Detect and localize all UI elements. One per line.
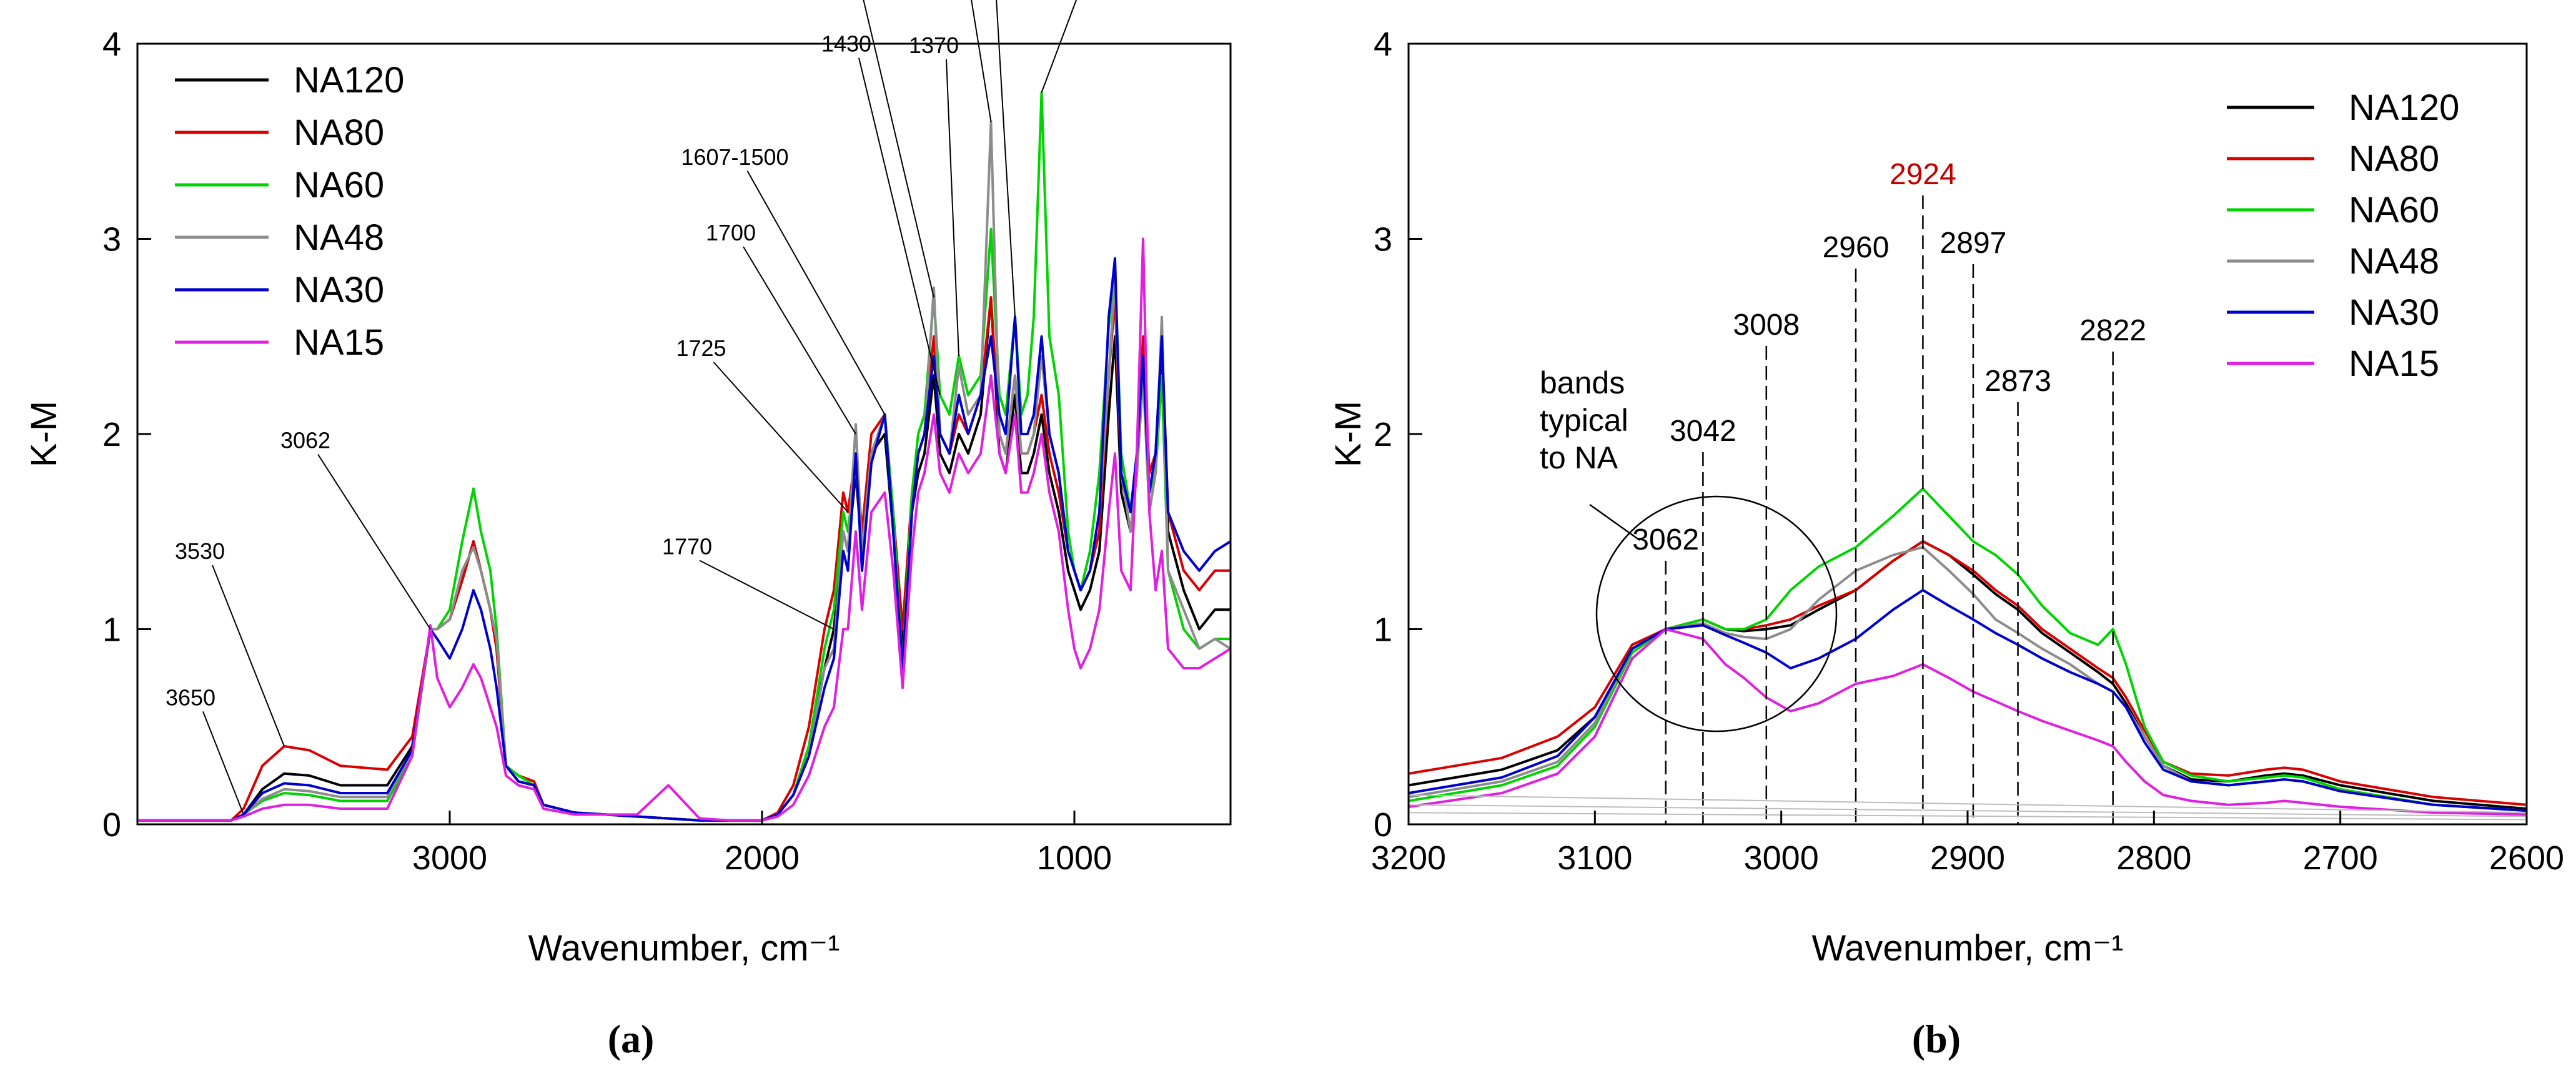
- panel-a-y-ticks: 0 1 2 3 4: [102, 26, 151, 844]
- panel-b-legend: NA120 NA80 NA60 NA48 NA30 NA15: [2227, 87, 2459, 384]
- panel-b-x-tick-label: 3100: [1557, 839, 1632, 877]
- panel-a-annotation-label: 3530: [175, 538, 225, 564]
- panel-b-x-tick-label: 2600: [2489, 839, 2564, 877]
- panel-b-legend-label-na15: NA15: [2349, 343, 2439, 384]
- panel-a-legend: NA120 NA80 NA60 NA48 NA30 NA15: [175, 60, 404, 363]
- panel-a-x-tick-label: 1000: [1037, 839, 1112, 877]
- panel-a-annotation-leader: [699, 560, 835, 630]
- panel-b-series-na80: [1408, 540, 2527, 806]
- panel-b-annotation-label-2822: 2822: [2079, 314, 2146, 347]
- panel-a-annotation-leader: [743, 246, 856, 435]
- panel-a-annotation-leader: [202, 711, 244, 815]
- panel-a-legend-label-na80: NA80: [294, 112, 384, 153]
- panel-a-annotation-leader: [212, 565, 285, 747]
- panel-a-legend-label-na48: NA48: [294, 217, 384, 258]
- panel-b-legend-label-na30: NA30: [2349, 292, 2439, 333]
- panel-b-series-na120: [1408, 540, 2527, 810]
- panel-a-annotation-leader: [1041, 0, 1077, 93]
- panel-b-series-na15: [1408, 628, 2527, 816]
- panel-a-annotation-label: 3062: [280, 428, 330, 453]
- panel-a-annotation-leader: [858, 57, 941, 395]
- panel-a-annotation-label: 1700: [706, 220, 756, 245]
- panel-b-ellipse-label-line-2: typical: [1540, 403, 1628, 438]
- panel-b-annotation-layer: 3062 3042 3008 2960 2924 2897 2873 2822: [1632, 158, 2146, 556]
- panel-b-legend-label-na60: NA60: [2349, 190, 2439, 230]
- panel-b-x-tick-label: 3000: [1744, 839, 1819, 877]
- panel-b-series-na30: [1408, 589, 2527, 812]
- panel-a-series-na15: [137, 237, 1232, 822]
- panel-b-legend-label-na120: NA120: [2349, 87, 2459, 128]
- panel-a-y-tick-label: 4: [102, 26, 121, 63]
- panel-a-x-tick-label: 2000: [725, 839, 800, 877]
- panel-b-y-tick-label: 0: [1374, 806, 1392, 844]
- panel-a-legend-label-na60: NA60: [294, 165, 384, 205]
- panel-a-annotation-label: 1370: [909, 32, 959, 58]
- panel-a-legend-label-na120: NA120: [294, 60, 404, 101]
- panel-b-annotation-label-2873: 2873: [1984, 365, 2051, 398]
- panel-b-y-tick-label: 3: [1374, 221, 1392, 259]
- panel-b-series-na48: [1408, 546, 2527, 812]
- panel-b-baseline-trace: [1408, 794, 2527, 814]
- panel-a-legend-label-na30: NA30: [294, 270, 384, 310]
- panel-a-y-tick-label: 3: [102, 221, 121, 259]
- panel-b-x-ticks: 3200 3100 3000 2900 2800 2700 2600: [1371, 811, 2564, 877]
- panel-b-y-tick-label: 4: [1374, 26, 1392, 63]
- panel-a-y-tick-label: 1: [102, 611, 121, 649]
- panel-b-x-tick-label: 2700: [2303, 839, 2378, 877]
- panel-a-series-na30: [137, 257, 1232, 822]
- panel-a-annotation-leader: [863, 0, 934, 298]
- panel-b-ellipse-label-line-1: bands: [1540, 365, 1625, 400]
- panel-b-legend-label-na48: NA48: [2349, 241, 2439, 282]
- panel-a-annotation-label: 3650: [166, 684, 215, 710]
- panel-a-annotation-label: 1607-1500: [681, 144, 788, 170]
- panel-a-annotation-layer: 3650353030621770172517001607-15001430145…: [166, 0, 1077, 815]
- panel-b-ellipse-label-line-3: to NA: [1540, 440, 1618, 475]
- panel-b-annotation-label-3008: 3008: [1733, 308, 1800, 342]
- panel-a-x-axis-label: Wavenumber, cm⁻¹: [528, 928, 840, 969]
- panel-b-x-tick-label: 3200: [1371, 839, 1446, 877]
- panel-a-legend-label-na15: NA15: [294, 322, 384, 363]
- panel-a-y-tick-label: 0: [102, 806, 121, 844]
- panel-a-annotation-label: 1725: [676, 335, 726, 361]
- panel-b-x-axis-label: Wavenumber, cm⁻¹: [1811, 928, 2123, 969]
- panel-a-annotation-leader: [996, 0, 1016, 317]
- panel-a-series-layer: [137, 91, 1232, 822]
- panel-b-x-tick-label: 2800: [2116, 839, 2191, 877]
- panel-b-annotation-label-2924: 2924: [1890, 158, 1956, 191]
- panel-b-marker-lines: [1408, 195, 2527, 824]
- panel-b-ellipse-pointer: [1589, 503, 1640, 541]
- panel-a: 3650353030621770172517001607-15001430145…: [24, 0, 1232, 1061]
- panel-b-y-axis-label: K-M: [1328, 401, 1369, 467]
- panel-b-annotation-label-3062: 3062: [1632, 523, 1699, 556]
- panel-b-annotation-label-3042: 3042: [1670, 415, 1736, 448]
- panel-a-annotation-label: 1770: [662, 534, 712, 560]
- panel-a-annotation-leader: [946, 59, 959, 357]
- panel-a-annotation-leader: [971, 0, 992, 122]
- panel-a-x-tick-label: 3000: [412, 839, 487, 877]
- panel-a-label: (a): [608, 1017, 655, 1061]
- panel-a-annotation-leader: [317, 453, 431, 630]
- panel-b-series-na60: [1408, 487, 2527, 812]
- panel-b-y-tick-label: 1: [1374, 611, 1392, 649]
- panel-a-y-tick-label: 2: [102, 416, 121, 453]
- panel-b-x-tick-label: 2900: [1930, 839, 2005, 877]
- panel-a-annotation-leader: [713, 362, 849, 513]
- panel-b-ellipse-label: bands typical to NA: [1540, 365, 1637, 475]
- panel-b-y-tick-label: 2: [1374, 416, 1392, 453]
- panel-b-legend-label-na80: NA80: [2349, 139, 2439, 179]
- panel-b-y-ticks: 0 1 2 3 4: [1374, 26, 1422, 844]
- panel-b-label: (b): [1912, 1017, 1961, 1061]
- panel-b-series-layer: [1408, 487, 2527, 816]
- panel-a-annotation-leader: [746, 170, 886, 415]
- panel-a-x-ticks: 3000 2000 1000: [412, 811, 1112, 877]
- panel-a-y-axis-label: K-M: [24, 401, 64, 467]
- panel-b-highlight-ellipse: [1595, 495, 1838, 733]
- panel-b: bands typical to NA 30623042300829602924…: [1328, 26, 2564, 1061]
- panel-b-annotation-label-2897: 2897: [1940, 227, 2007, 260]
- panel-b-annotation-label-2960: 2960: [1823, 231, 1890, 264]
